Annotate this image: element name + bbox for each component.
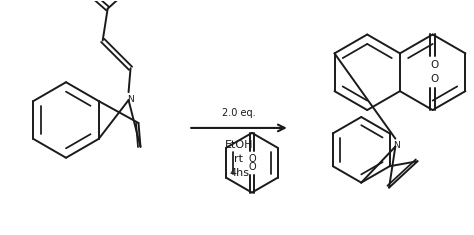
Text: EtOH: EtOH xyxy=(225,140,253,150)
Text: O: O xyxy=(430,60,439,70)
Text: rt: rt xyxy=(235,154,244,164)
Text: N: N xyxy=(393,141,400,150)
Text: N: N xyxy=(127,95,134,104)
Text: O: O xyxy=(430,74,439,84)
Text: O: O xyxy=(248,154,256,164)
Text: O: O xyxy=(248,162,256,172)
Text: 4hs: 4hs xyxy=(229,168,249,178)
Text: 2.0 eq.: 2.0 eq. xyxy=(222,108,256,118)
